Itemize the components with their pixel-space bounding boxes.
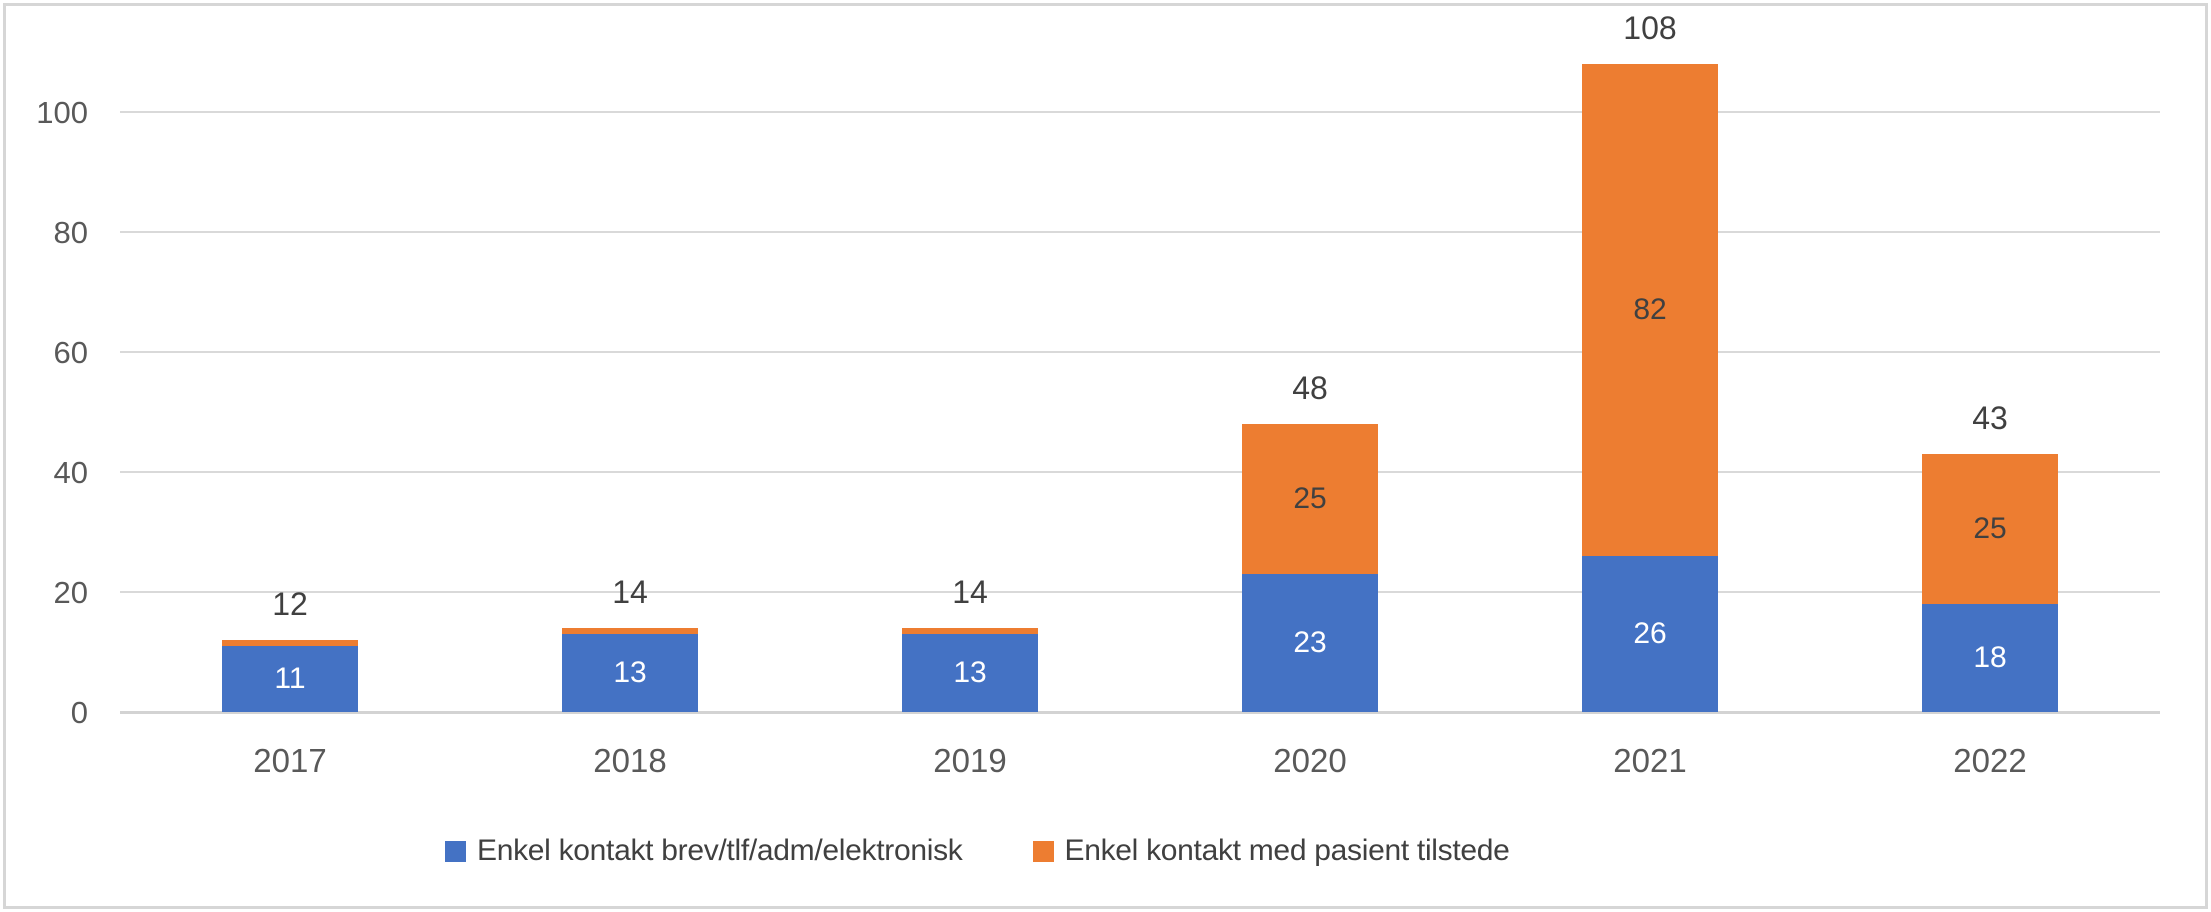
bar-segment-orange: 25	[1242, 424, 1378, 574]
bar-segment-blue: 13	[902, 634, 1038, 712]
bar-total-label: 12	[272, 586, 308, 622]
bar-total-label: 14	[952, 574, 988, 610]
y-tick-label: 40	[53, 455, 88, 490]
bar-total-label: 108	[1623, 10, 1677, 46]
bar-segment-value-label: 25	[1973, 512, 2007, 545]
legend-swatch-icon	[445, 840, 466, 862]
bar-segment-orange	[222, 640, 358, 646]
bar-segment-orange	[562, 628, 698, 634]
x-category-label: 2022	[1953, 742, 2027, 779]
legend: Enkel kontakt brev/tlf/adm/elektronisk En…	[445, 832, 1510, 870]
bar-total-label: 48	[1292, 370, 1328, 406]
bar-segment-value-label: 25	[1293, 482, 1327, 515]
gridline	[120, 351, 2160, 353]
bar-segment-orange	[902, 628, 1038, 634]
bar-segment-value-label: 82	[1633, 293, 1667, 326]
bar-segment-value-label: 13	[613, 656, 647, 689]
bar-total-label: 14	[612, 574, 648, 610]
legend-swatch-icon	[1032, 840, 1054, 862]
legend-item-orange-series: Enkel kontakt med pasient tilstede	[1032, 834, 1510, 868]
x-category-label: 2019	[933, 742, 1007, 779]
y-tick-label: 0	[70, 695, 88, 730]
y-tick-label: 80	[53, 215, 88, 250]
bar-segment-blue: 13	[562, 634, 698, 712]
bar-segment-blue: 18	[1922, 604, 2058, 712]
bar-segment-blue: 11	[222, 646, 358, 712]
bar-segment-blue: 26	[1582, 556, 1718, 712]
gridline	[120, 231, 2160, 233]
bar-segment-value-label: 23	[1293, 626, 1327, 659]
bar-segment-blue: 23	[1242, 574, 1378, 712]
bar-segment-orange: 25	[1922, 454, 2058, 604]
x-category-label: 2018	[593, 742, 667, 779]
x-axis-line	[120, 711, 2160, 714]
x-category-label: 2020	[1273, 742, 1347, 779]
gridline	[120, 111, 2160, 113]
bar-segment-value-label: 26	[1633, 617, 1667, 650]
y-tick-label: 60	[53, 335, 88, 370]
x-category-label: 2021	[1613, 742, 1687, 779]
chart-frame	[3, 3, 2208, 909]
bar-segment-value-label: 13	[953, 656, 987, 689]
bar-total-label: 43	[1972, 400, 2008, 436]
bar-segment-value-label: 18	[1973, 641, 2007, 674]
gridline	[120, 471, 2160, 473]
legend-series-label: Enkel kontakt med pasient tilstede	[1064, 834, 1510, 867]
y-tick-label: 20	[53, 575, 88, 610]
legend-series-label: Enkel kontakt brev/tlf/adm/elektronisk	[477, 834, 963, 867]
x-category-label: 2017	[253, 742, 327, 779]
y-tick-label: 100	[36, 95, 88, 130]
gridline	[120, 591, 2160, 593]
bar-segment-value-label: 11	[274, 662, 306, 695]
legend-item-blue-series: Enkel kontakt brev/tlf/adm/elektronisk	[445, 834, 963, 868]
bar-segment-orange: 82	[1582, 64, 1718, 556]
